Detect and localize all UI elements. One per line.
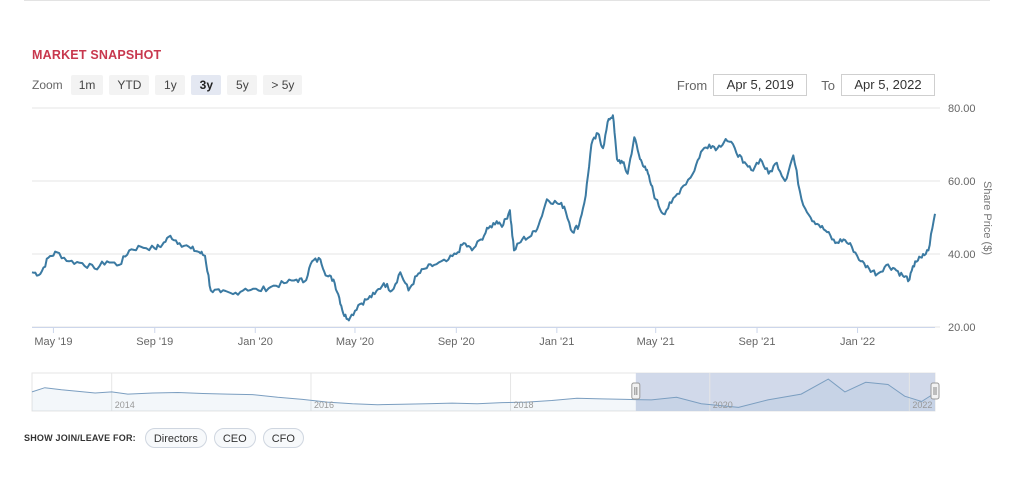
y-tick-label: 40.00 xyxy=(948,249,976,261)
y-axis-title: Share Price ($) xyxy=(981,181,993,255)
zoom-1m-button[interactable]: 1m xyxy=(70,75,104,95)
x-tick-label: Jan '22 xyxy=(840,336,875,348)
x-tick-label: May '19 xyxy=(34,336,72,348)
directors-button[interactable]: Directors xyxy=(144,428,207,448)
navigator-year-label: 2022 xyxy=(912,400,932,410)
y-tick-label: 60.00 xyxy=(948,176,976,188)
cfo-button[interactable]: CFO xyxy=(262,428,304,448)
range-navigator[interactable]: 2014 2016 2018 2020 2022 xyxy=(31,372,940,412)
x-tick-label: Sep '19 xyxy=(136,336,173,348)
y-tick-label: 20.00 xyxy=(948,322,976,334)
page-title: MARKET SNAPSHOT xyxy=(32,48,162,62)
to-label: To xyxy=(821,77,835,93)
share-price-line xyxy=(31,114,936,322)
navigator-year-labels: 2014 2016 2018 2020 2022 xyxy=(115,400,933,410)
ceo-button[interactable]: CEO xyxy=(213,428,256,448)
navigator-year-label: 2020 xyxy=(713,400,733,410)
zoom-5y-button[interactable]: 5y xyxy=(227,75,258,95)
join-leave-filter: SHOW JOIN/LEAVE FOR: Directors CEO CFO xyxy=(24,428,304,448)
join-leave-label: SHOW JOIN/LEAVE FOR: xyxy=(24,433,136,443)
x-tick-label: May '20 xyxy=(336,336,374,348)
navigator-selection[interactable] xyxy=(635,373,935,411)
x-tick-label: May '21 xyxy=(637,336,675,348)
x-tick-label: Jan '20 xyxy=(238,336,273,348)
zoom-ytd-button[interactable]: YTD xyxy=(109,75,150,95)
navigator-handles[interactable] xyxy=(631,382,940,400)
from-label: From xyxy=(676,77,708,93)
to-date-input[interactable]: Apr 5, 2022 xyxy=(841,74,935,96)
zoom-3y-button[interactable]: 3y xyxy=(191,75,222,95)
x-tick-label: Jan '21 xyxy=(539,336,574,348)
zoom-controls: Zoom 1m YTD 1y 3y 5y > 5y xyxy=(32,75,303,95)
navigator-right-handle[interactable] xyxy=(930,382,940,400)
grid-lines xyxy=(32,107,940,328)
y-axis-ticks: 20.00 40.00 60.00 80.00 xyxy=(948,103,976,334)
x-tick-label: Sep '20 xyxy=(438,336,475,348)
navigator-year-label: 2014 xyxy=(115,400,135,410)
navigator-area xyxy=(32,379,935,411)
navigator-left-handle[interactable] xyxy=(631,382,641,400)
navigator-year-label: 2016 xyxy=(314,400,334,410)
zoom-all-button[interactable]: > 5y xyxy=(263,75,303,95)
price-chart: 20.00 40.00 60.00 80.00 May '19 Sep '19 Jan '… xyxy=(31,103,993,412)
y-tick-label: 80.00 xyxy=(948,103,976,115)
navigator-line xyxy=(31,378,936,408)
navigator-year-label: 2018 xyxy=(514,400,534,410)
from-date-input[interactable]: Apr 5, 2019 xyxy=(713,74,808,96)
top-divider xyxy=(24,0,990,1)
x-tick-label: Sep '21 xyxy=(739,336,776,348)
zoom-1y-button[interactable]: 1y xyxy=(155,75,186,95)
date-range-selector: From Apr 5, 2019 To Apr 5, 2022 xyxy=(677,74,935,96)
zoom-label: Zoom xyxy=(32,78,63,92)
x-axis-ticks: May '19 Sep '19 Jan '20 May '20 Sep '20 Jan '… xyxy=(32,327,935,348)
